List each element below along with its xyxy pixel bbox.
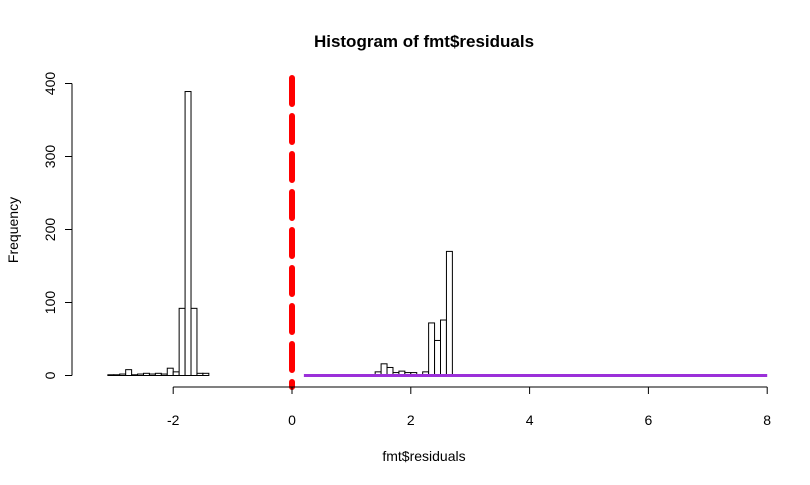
histogram-bar	[160, 373, 168, 377]
histogram-bar	[445, 250, 453, 376]
x-axis: -2 0 2 4 6 8	[167, 386, 771, 428]
x-tick-label: 6	[645, 412, 653, 428]
y-tick-label: 300	[42, 145, 58, 169]
histogram-bar	[428, 322, 436, 377]
y-tick-label: 200	[42, 218, 58, 242]
chart-title: Histogram of fmt$residuals	[314, 32, 534, 51]
histogram-bar	[196, 372, 204, 376]
x-tick-label: -2	[167, 412, 180, 428]
histogram-bar	[190, 307, 198, 376]
x-tick-label: 2	[407, 412, 415, 428]
histogram-bar	[154, 372, 162, 376]
x-axis-label: fmt$residuals	[382, 448, 465, 464]
x-tick-label: 4	[526, 412, 534, 428]
histogram-bar	[148, 373, 156, 377]
overlay-lines	[289, 75, 768, 390]
histogram-bars	[107, 91, 453, 377]
histogram-bar	[434, 339, 441, 376]
y-axis-label: Frequency	[5, 197, 21, 263]
histogram-bar	[172, 371, 180, 377]
histogram-bar	[137, 373, 144, 377]
x-tick-label: 8	[763, 412, 771, 428]
histogram-bar	[166, 367, 174, 377]
histogram-bar	[113, 374, 121, 376]
x-tick-label: 0	[288, 412, 296, 428]
y-tick-label: 0	[42, 371, 58, 379]
y-axis: 0 100 200 300 400	[42, 72, 73, 379]
histogram-bar	[202, 372, 210, 376]
histogram-bar	[131, 374, 139, 376]
histogram-bar	[143, 372, 150, 376]
histogram-bar	[125, 369, 133, 377]
histogram-bar	[184, 91, 192, 376]
histogram-bar	[119, 373, 127, 377]
y-tick-label: 400	[42, 72, 58, 96]
histogram-bar	[107, 374, 115, 376]
histogram-bar	[440, 319, 447, 376]
histogram-bar	[178, 307, 186, 376]
histogram-bar	[380, 363, 388, 377]
y-tick-label: 100	[42, 291, 58, 315]
